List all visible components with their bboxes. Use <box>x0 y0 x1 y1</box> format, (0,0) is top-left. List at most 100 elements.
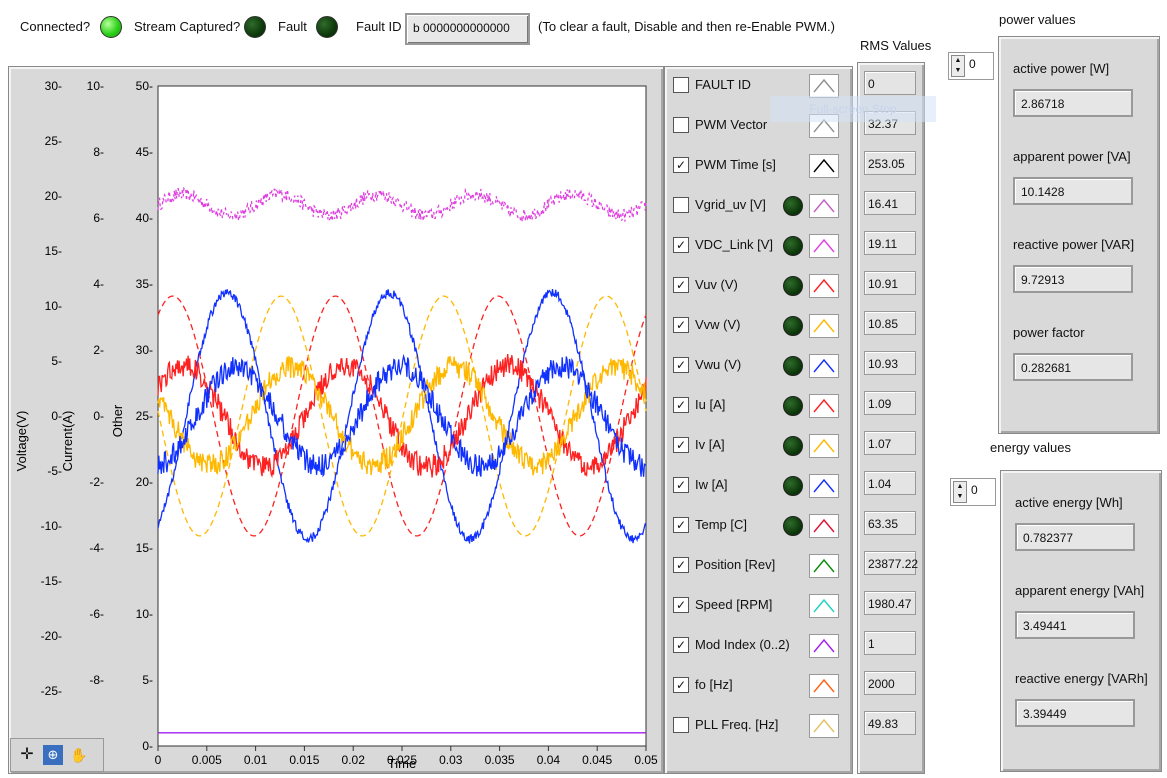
plot-visibility-checkbox[interactable] <box>673 117 689 133</box>
plot-visibility-checkbox[interactable]: ✓ <box>673 517 689 533</box>
cursor-move-icon[interactable]: ✛ <box>20 746 34 763</box>
legend-item[interactable]: ✓ VDC_Link [V] <box>671 233 841 258</box>
energy-values-cluster: active energy [Wh] 0.782377 apparent energ… <box>1000 470 1162 772</box>
plot-visibility-checkbox[interactable]: ✓ <box>673 677 689 693</box>
voltage-tick-label: 30- <box>45 79 62 93</box>
plot-style-swatch[interactable] <box>809 594 839 618</box>
plot-visibility-checkbox[interactable]: ✓ <box>673 157 689 173</box>
rms-value: 1.07 <box>864 431 916 455</box>
plot-visibility-checkbox[interactable] <box>673 197 689 213</box>
other-tick-label: 45- <box>136 145 153 159</box>
plot-visibility-checkbox[interactable]: ✓ <box>673 637 689 653</box>
energy-item-value: 3.49441 <box>1015 611 1135 639</box>
plot-visibility-checkbox[interactable] <box>673 717 689 733</box>
plot-visibility-checkbox[interactable] <box>673 77 689 93</box>
legend-item[interactable]: FAULT ID <box>671 73 841 98</box>
stepper-arrows-icon[interactable]: ▲ ▼ <box>951 55 965 77</box>
legend-item[interactable]: ✓ Iw [A] <box>671 473 841 498</box>
energy-item-value: 3.39449 <box>1015 699 1135 727</box>
legend-item[interactable]: ✓ Iv [A] <box>671 433 841 458</box>
graph-palette: ✛ ⊕ ✋ <box>10 738 104 772</box>
plot-style-swatch[interactable] <box>809 154 839 178</box>
plot-style-swatch[interactable] <box>809 634 839 658</box>
stream-captured-label: Stream Captured? <box>134 19 241 34</box>
waveform-chart[interactable]: 30-25-20-15-10-5-0--5--10--15--20--25--3… <box>8 66 662 772</box>
other-tick-label: 10- <box>136 607 153 621</box>
legend-item[interactable]: ✓ Iu [A] <box>671 393 841 418</box>
plot-style-swatch[interactable] <box>809 434 839 458</box>
plot-style-swatch[interactable] <box>809 554 839 578</box>
legend-label: Iw [A] <box>695 477 728 492</box>
rms-value: 1.04 <box>864 471 916 495</box>
voltage-tick-label: -15- <box>41 574 62 588</box>
plot-visibility-checkbox[interactable]: ✓ <box>673 437 689 453</box>
legend-item[interactable]: ✓ Mod Index (0..2) <box>671 633 841 658</box>
legend-label: PLL Freq. [Hz] <box>695 717 779 732</box>
plot-visibility-checkbox[interactable]: ✓ <box>673 397 689 413</box>
pan-hand-icon[interactable]: ✋ <box>70 747 88 763</box>
plot-visibility-checkbox[interactable]: ✓ <box>673 477 689 493</box>
plot-area[interactable] <box>157 85 647 747</box>
plot-style-swatch[interactable] <box>809 274 839 298</box>
plot-visibility-checkbox[interactable]: ✓ <box>673 277 689 293</box>
plot-style-swatch[interactable] <box>809 354 839 378</box>
rms-value: 1 <box>864 631 916 655</box>
legend-item[interactable]: ✓ Vwu (V) <box>671 353 841 378</box>
voltage-tick-label: 10- <box>45 299 62 313</box>
legend-item[interactable]: ✓ Vvw (V) <box>671 313 841 338</box>
legend-label: Position [Rev] <box>695 557 776 572</box>
connected-label: Connected? <box>20 19 91 34</box>
zoom-icon[interactable]: ⊕ <box>43 745 63 765</box>
current-tick-label: 10- <box>87 79 104 93</box>
legend-label: VDC_Link [V] <box>695 237 774 252</box>
x-tick-label: 0.005 <box>192 753 222 767</box>
current-tick-label: -4- <box>89 541 104 555</box>
current-tick-label: 6- <box>93 211 104 225</box>
legend-item[interactable]: PLL Freq. [Hz] <box>671 713 841 738</box>
power-index-stepper[interactable]: ▲ ▼ 0 <box>948 52 994 80</box>
power-item-value: 9.72913 <box>1013 265 1133 293</box>
rms-value: 253.05 <box>864 151 916 175</box>
plot-style-swatch[interactable] <box>809 314 839 338</box>
plot-visibility-checkbox[interactable]: ✓ <box>673 597 689 613</box>
voltage-tick-label: -25- <box>41 684 62 698</box>
y-axis-label-other: Other <box>110 404 125 437</box>
legend-led-indicator <box>783 516 803 536</box>
rms-values-panel: 0 32.37 253.05 16.41 19.11 10.91 10.85 10.93 1.0… <box>857 62 925 774</box>
energy-item-label: active energy [Wh] <box>1015 495 1123 510</box>
plot-style-swatch[interactable] <box>809 394 839 418</box>
plot-style-swatch[interactable] <box>809 234 839 258</box>
legend-item[interactable]: ✓ Temp [C] <box>671 513 841 538</box>
power-values-cluster: active power [W] 2.86718 apparent power [V… <box>998 36 1160 434</box>
plot-style-swatch[interactable] <box>809 194 839 218</box>
legend-label: PWM Vector <box>695 117 768 132</box>
x-axis-label: Time <box>388 756 416 771</box>
plot-visibility-checkbox[interactable]: ✓ <box>673 557 689 573</box>
legend-item[interactable]: ✓ Speed [RPM] <box>671 593 841 618</box>
plot-style-swatch[interactable] <box>809 714 839 738</box>
plot-style-swatch[interactable] <box>809 514 839 538</box>
legend-label: Iu [A] <box>695 397 726 412</box>
fault-led <box>316 16 338 38</box>
legend-item[interactable]: Vgrid_uv [V] <box>671 193 841 218</box>
legend-item[interactable]: ✓ Vuv (V) <box>671 273 841 298</box>
power-item-label: apparent power [VA] <box>1013 149 1131 164</box>
legend-item[interactable]: ✓ PWM Time [s] <box>671 153 841 178</box>
plot-visibility-checkbox[interactable]: ✓ <box>673 357 689 373</box>
legend-label: Iv [A] <box>695 437 725 452</box>
legend-led-indicator <box>783 396 803 416</box>
plot-style-swatch[interactable] <box>809 474 839 498</box>
rms-value: 10.91 <box>864 271 916 295</box>
energy-index-stepper[interactable]: ▲ ▼ 0 <box>950 478 996 506</box>
series-line <box>157 289 647 544</box>
legend-item[interactable]: ✓ Position [Rev] <box>671 553 841 578</box>
plot-visibility-checkbox[interactable]: ✓ <box>673 237 689 253</box>
plot-style-swatch[interactable] <box>809 74 839 98</box>
power-item-value: 10.1428 <box>1013 177 1133 205</box>
plot-style-swatch[interactable] <box>809 674 839 698</box>
legend-item[interactable]: ✓ fo [Hz] <box>671 673 841 698</box>
x-tick-label: 0.02 <box>342 753 366 767</box>
current-tick-label: -2- <box>89 475 104 489</box>
plot-visibility-checkbox[interactable]: ✓ <box>673 317 689 333</box>
stepper-arrows-icon[interactable]: ▲ ▼ <box>953 481 967 503</box>
